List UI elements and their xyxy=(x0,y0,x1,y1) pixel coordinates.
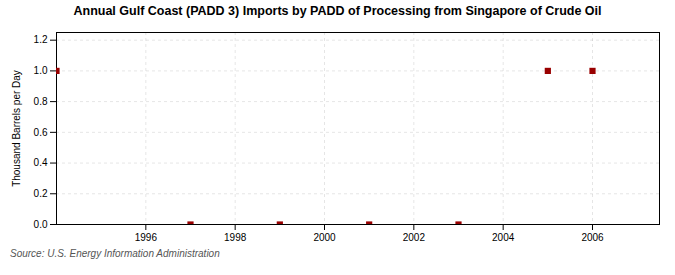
svg-text:1998: 1998 xyxy=(224,232,247,243)
svg-text:1.2: 1.2 xyxy=(34,34,48,45)
svg-text:1.0: 1.0 xyxy=(34,65,48,76)
svg-text:2006: 2006 xyxy=(581,232,604,243)
svg-text:Thousand Barrels per Day: Thousand Barrels per Day xyxy=(11,70,22,187)
svg-text:0.6: 0.6 xyxy=(34,127,48,138)
svg-text:0.0: 0.0 xyxy=(34,219,48,230)
svg-text:0.8: 0.8 xyxy=(34,96,48,107)
svg-text:2000: 2000 xyxy=(313,232,336,243)
html-text:Source: U.S. Energy Informatio: Source: U.S. Energy Information Administ… xyxy=(10,248,220,259)
svg-text:0.2: 0.2 xyxy=(34,188,48,199)
html-text:Annual Gulf Coast (PADD 3) Imp: Annual Gulf Coast (PADD 3) Imports by PA… xyxy=(73,4,602,18)
svg-text:2004: 2004 xyxy=(492,232,515,243)
svg-text:1996: 1996 xyxy=(135,232,158,243)
svg-text:0.4: 0.4 xyxy=(34,157,48,168)
svg-text:2002: 2002 xyxy=(403,232,426,243)
